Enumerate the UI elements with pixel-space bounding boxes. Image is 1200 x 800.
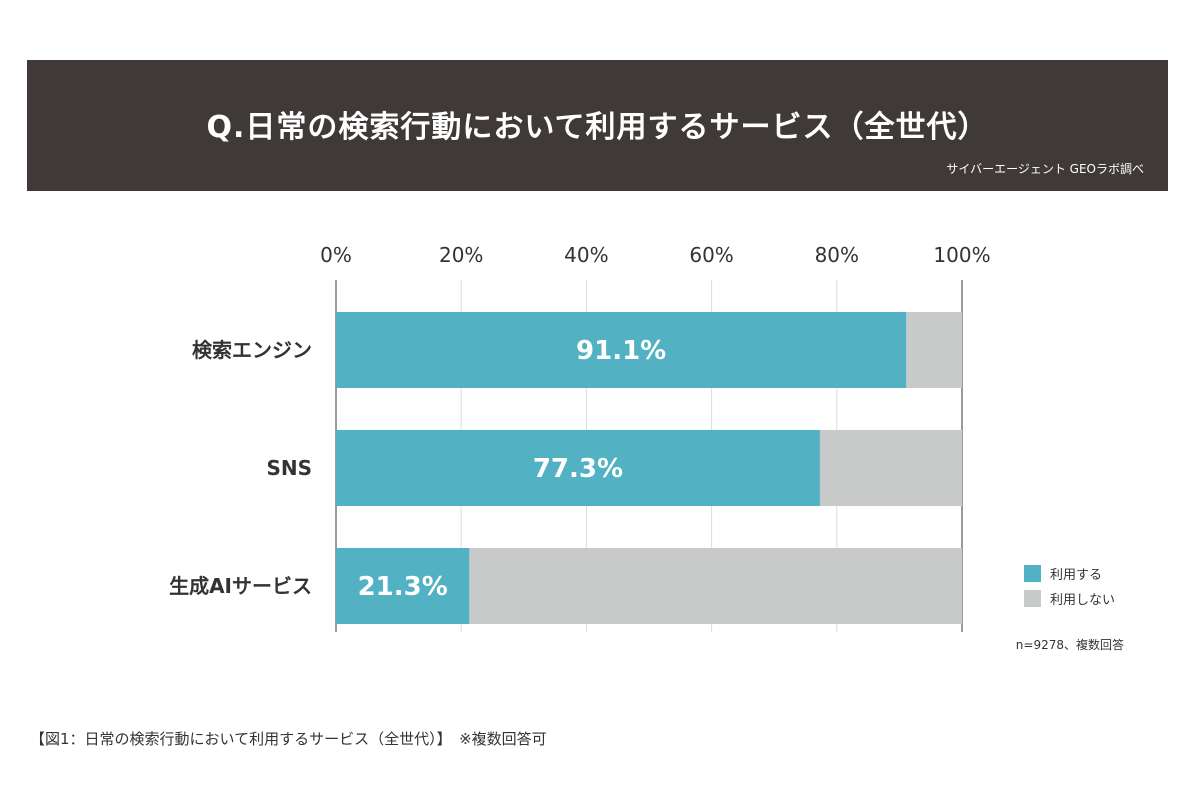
legend-swatch: [1024, 565, 1041, 582]
data-label: 91.1%: [576, 336, 666, 366]
bar-segment-using: [336, 312, 907, 388]
x-tick-label: 20%: [439, 243, 483, 267]
bar-segment-using: [336, 430, 820, 506]
legend-swatch: [1024, 590, 1041, 607]
x-tick-label: 0%: [320, 243, 352, 267]
x-tick-label: 100%: [933, 243, 990, 267]
bar-segment-not-using: [819, 430, 962, 506]
x-tick-label: 80%: [815, 243, 859, 267]
bar-segment-using: [336, 548, 470, 624]
legend-label: 利用しない: [1050, 593, 1115, 608]
category-label: SNS: [266, 456, 312, 480]
bar-segment-not-using: [906, 312, 962, 388]
x-tick-label: 60%: [689, 243, 733, 267]
figure-caption: 【図1：日常の検索行動において利用するサービス（全世代）】 ※複数回答可: [30, 730, 547, 748]
data-label: 77.3%: [533, 454, 623, 484]
data-label: 21.3%: [358, 572, 448, 602]
chart-title: Q.日常の検索行動において利用するサービス（全世代）: [206, 110, 989, 145]
category-label: 生成AIサービス: [169, 574, 312, 598]
sample-note: n=9278、複数回答: [1016, 637, 1124, 652]
source-credit: サイバーエージェント GEOラボ調べ: [946, 162, 1144, 176]
x-tick-label: 40%: [564, 243, 608, 267]
category-label: 検索エンジン: [192, 338, 312, 362]
legend-label: 利用する: [1050, 568, 1102, 583]
bar-segment-not-using: [469, 548, 962, 624]
chart-header: Q.日常の検索行動において利用するサービス（全世代） サイバーエージェント GE…: [27, 60, 1168, 191]
